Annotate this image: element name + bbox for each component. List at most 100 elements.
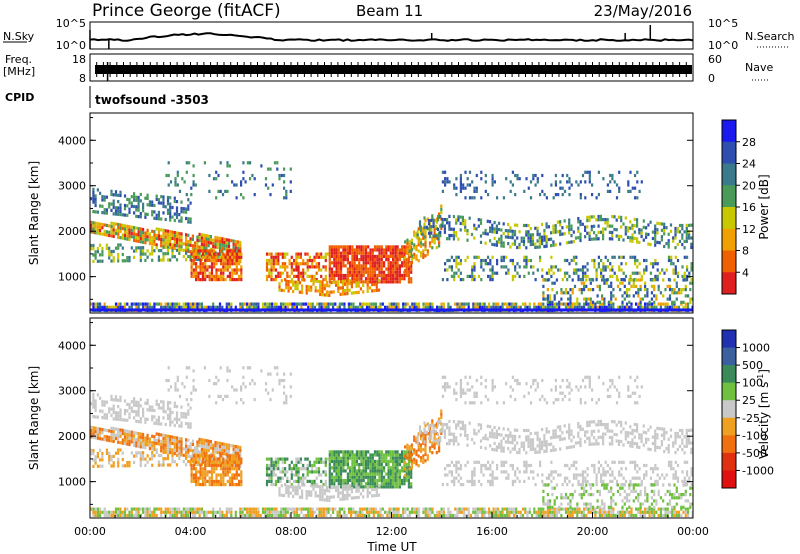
velocity-cell bbox=[380, 450, 383, 454]
power-cell bbox=[552, 271, 555, 275]
velocity-cell bbox=[126, 418, 129, 422]
power-cell bbox=[353, 254, 356, 258]
power-cell bbox=[215, 170, 218, 174]
velocity-cell bbox=[297, 476, 300, 480]
power-cell bbox=[117, 206, 120, 210]
velocity-cell bbox=[112, 436, 115, 440]
power-cell bbox=[342, 273, 345, 278]
power-cell bbox=[531, 236, 535, 240]
velocity-cell bbox=[133, 400, 136, 404]
velocity-cell bbox=[99, 409, 102, 413]
power-cell bbox=[394, 254, 397, 258]
velocity-cell bbox=[142, 407, 145, 411]
y-tick-label: 4000 bbox=[58, 134, 86, 147]
velocity-cell bbox=[294, 488, 297, 492]
power-cell bbox=[173, 243, 176, 247]
power-cell bbox=[689, 297, 692, 301]
velocity-cell bbox=[175, 453, 179, 457]
power-cell bbox=[341, 286, 344, 290]
power-cell bbox=[353, 264, 356, 268]
power-cell bbox=[588, 231, 591, 235]
power-cell bbox=[591, 193, 594, 197]
power-cell bbox=[246, 302, 249, 306]
power-cell bbox=[638, 189, 641, 193]
power-cell bbox=[650, 305, 653, 309]
power-cell bbox=[114, 305, 118, 309]
power-cell bbox=[461, 222, 464, 226]
power-cell bbox=[112, 193, 115, 197]
velocity-cell bbox=[94, 455, 97, 459]
power-cell bbox=[611, 234, 614, 238]
power-cell bbox=[501, 305, 504, 309]
power-cell bbox=[144, 302, 147, 306]
velocity-cell bbox=[123, 464, 127, 468]
velocity-cell bbox=[187, 412, 190, 416]
power-cell bbox=[615, 274, 619, 278]
velocity-cell bbox=[328, 489, 331, 493]
velocity-cell bbox=[204, 473, 207, 477]
power-cell bbox=[225, 247, 228, 251]
velocity-cell bbox=[231, 476, 234, 480]
power-cell bbox=[691, 281, 693, 285]
velocity-cell bbox=[234, 454, 237, 458]
power-cell bbox=[590, 224, 593, 229]
power-cell bbox=[620, 219, 623, 223]
power-cell bbox=[297, 278, 300, 282]
velocity-cell bbox=[160, 454, 163, 458]
power-cell bbox=[133, 255, 136, 259]
power-cell bbox=[279, 265, 282, 269]
power-cell bbox=[654, 234, 657, 238]
velocity-cell bbox=[346, 453, 349, 457]
power-cell bbox=[638, 240, 641, 244]
velocity-cell bbox=[192, 467, 195, 471]
power-cell bbox=[108, 305, 111, 309]
power-cell bbox=[123, 237, 127, 241]
velocity-cell bbox=[178, 424, 181, 428]
velocity-cell bbox=[216, 444, 219, 448]
velocity-cell bbox=[117, 414, 120, 418]
power-cell bbox=[90, 243, 93, 248]
power-cell bbox=[226, 274, 229, 278]
velocity-cell bbox=[112, 464, 115, 468]
power-cell bbox=[516, 245, 519, 250]
power-cell bbox=[488, 305, 491, 309]
power-cell bbox=[162, 201, 165, 205]
power-cell bbox=[629, 170, 632, 174]
power-cell bbox=[191, 305, 194, 309]
power-cell bbox=[597, 193, 600, 197]
velocity-cell bbox=[204, 476, 207, 480]
velocity-cell bbox=[231, 460, 234, 464]
velocity-cell bbox=[378, 469, 381, 473]
power-cell bbox=[674, 246, 677, 250]
power-cell bbox=[380, 273, 383, 278]
nsky-tick-top: 10^5 bbox=[56, 17, 86, 30]
power-cell bbox=[568, 221, 571, 225]
power-cell bbox=[404, 249, 407, 253]
velocity-cell bbox=[317, 460, 321, 464]
power-cell bbox=[553, 305, 556, 309]
power-cell bbox=[610, 305, 613, 309]
power-cell bbox=[295, 255, 298, 259]
power-cell bbox=[666, 305, 669, 309]
power-cell bbox=[358, 245, 361, 249]
power-cell bbox=[301, 290, 304, 295]
power-cell bbox=[219, 189, 222, 193]
velocity-cell bbox=[340, 459, 343, 463]
power-cell bbox=[459, 278, 462, 282]
velocity-cell bbox=[205, 439, 208, 443]
power-cell bbox=[195, 274, 198, 278]
power-cell bbox=[270, 262, 273, 266]
velocity-cell bbox=[287, 491, 290, 495]
power-cell bbox=[135, 246, 138, 250]
power-cell bbox=[627, 183, 630, 187]
power-cell bbox=[101, 204, 104, 208]
velocity-cell bbox=[297, 483, 300, 487]
power-cell bbox=[114, 228, 118, 232]
power-cell bbox=[219, 274, 223, 278]
power-cell bbox=[328, 248, 331, 252]
power-cell bbox=[169, 212, 172, 216]
power-cell bbox=[368, 286, 372, 290]
power-cell bbox=[137, 195, 140, 200]
power-cell bbox=[527, 239, 530, 243]
power-cell bbox=[558, 302, 561, 306]
